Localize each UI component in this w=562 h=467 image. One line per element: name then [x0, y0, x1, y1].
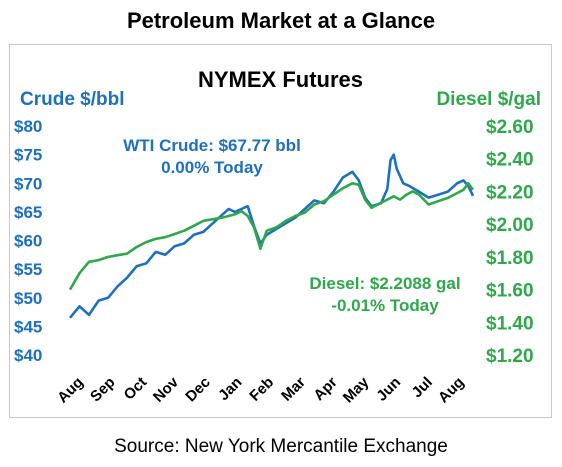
- y-tick-right: $2.20: [486, 182, 534, 203]
- y-tick-right: $2.60: [486, 117, 534, 138]
- y-tick-left: $65: [14, 203, 42, 222]
- x-tick-label: Mar: [278, 374, 309, 405]
- y-tick-right: $1.60: [486, 281, 534, 302]
- y-tick-left: $80: [14, 117, 42, 136]
- x-tick-label: Dec: [182, 374, 213, 405]
- source-note: Source: New York Mercantile Exchange: [114, 436, 448, 457]
- diesel-annotation-price: Diesel: $2.2088 gal: [309, 274, 461, 293]
- x-tick-label: Feb: [246, 374, 277, 405]
- chart-title: NYMEX Futures: [197, 67, 364, 92]
- x-tick-label: Sep: [87, 374, 118, 405]
- y-tick-left: $40: [14, 346, 42, 365]
- chart-plot: $80 $75 $70 $65 $60 $55 $50 $45 $40 $2.60 $2.40 $2.…: [14, 117, 534, 407]
- y-tick-left: $60: [14, 232, 42, 251]
- wti-annotation: WTI Crude: $67.77 bbl 0.00% Today: [92, 135, 332, 179]
- x-tick-label: Aug: [435, 374, 468, 407]
- y-tick-right: $1.80: [486, 248, 534, 269]
- y-tick-left: $50: [14, 289, 42, 308]
- y-tick-left: $70: [14, 174, 42, 193]
- page-title: Petroleum Market at a Glance: [126, 8, 436, 33]
- crude-series-line: [68, 153, 475, 319]
- y-tick-right: $2.40: [486, 150, 534, 171]
- wti-annotation-change: 0.00% Today: [161, 158, 263, 177]
- y-tick-left: $45: [14, 317, 42, 336]
- x-tick-label: Nov: [150, 373, 183, 406]
- y-tick-right: $2.00: [486, 215, 534, 236]
- x-tick-label: Jul: [409, 374, 436, 401]
- y-axis-label-left: Crude $/bbl: [20, 89, 125, 110]
- chart-frame: NYMEX Futures Crude $/bbl Diesel $/gal $…: [9, 44, 552, 418]
- x-tick-label: Apr: [310, 374, 340, 404]
- y-tick-right: $1.20: [486, 346, 534, 367]
- y-axis-label-right: Diesel $/gal: [436, 89, 541, 110]
- wti-annotation-price: WTI Crude: $67.77 bbl: [123, 136, 301, 155]
- x-tick-label: Jan: [215, 374, 245, 404]
- y-tick-right: $1.40: [486, 313, 534, 334]
- x-tick-label: May: [340, 373, 373, 406]
- diesel-annotation: Diesel: $2.2088 gal -0.01% Today: [290, 273, 480, 317]
- diesel-annotation-change: -0.01% Today: [331, 296, 439, 315]
- y-tick-left: $55: [14, 260, 42, 279]
- y-tick-left: $75: [14, 146, 42, 165]
- x-tick-label: Oct: [121, 374, 151, 404]
- x-tick-label: Aug: [54, 374, 87, 407]
- diesel-series-line: [68, 182, 475, 291]
- x-tick-label: Jun: [373, 374, 404, 405]
